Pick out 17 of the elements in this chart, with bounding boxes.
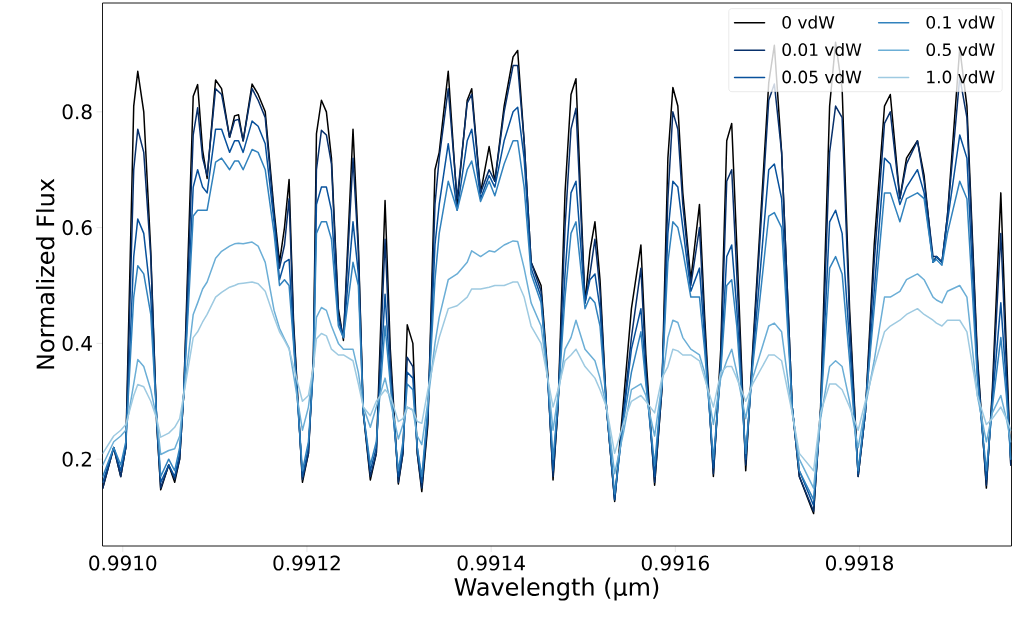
legend-label: 0.05 vdW	[782, 70, 862, 84]
legend-label: 0.01 vdW	[782, 42, 862, 57]
x-tick-label: 0.9914	[457, 555, 525, 571]
legend-label: 1.0 vdW	[927, 70, 995, 84]
x-tick-label: 0.9916	[641, 555, 709, 571]
x-tick-label: 0.9918	[826, 555, 894, 571]
legend-label: 0 vdW	[782, 15, 835, 29]
y-tick-label: 0.8	[62, 104, 92, 120]
y-tick-label: 0.6	[62, 220, 92, 236]
legend-label: 0.5 vdW	[926, 42, 995, 57]
legend-label: 0.1 vdW	[926, 15, 995, 29]
x-axis-title: Wavelength (μm)	[454, 577, 659, 601]
x-tick-label: 0.9910	[89, 555, 157, 571]
y-tick-label: 0.2	[62, 451, 92, 467]
y-tick-label: 0.4	[62, 335, 92, 351]
y-axis-title: Normalized Flux	[35, 178, 55, 369]
x-tick-label: 0.9912	[273, 555, 340, 571]
